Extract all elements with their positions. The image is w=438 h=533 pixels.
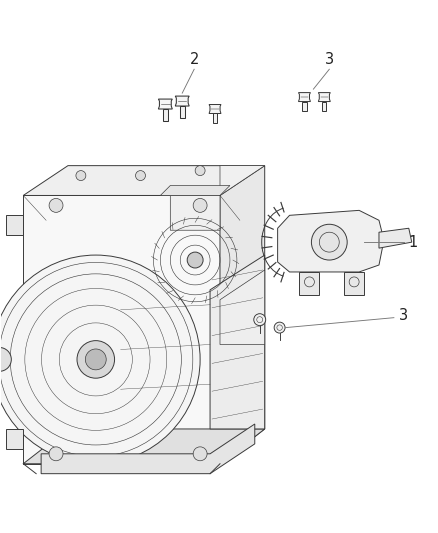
Circle shape xyxy=(193,198,207,212)
Circle shape xyxy=(254,314,266,326)
Text: 3: 3 xyxy=(399,308,408,323)
Circle shape xyxy=(195,166,205,175)
Polygon shape xyxy=(7,429,23,449)
Circle shape xyxy=(193,447,207,461)
Text: 3: 3 xyxy=(325,52,334,67)
Polygon shape xyxy=(379,228,412,248)
Polygon shape xyxy=(300,272,319,295)
Polygon shape xyxy=(163,109,168,121)
Circle shape xyxy=(76,171,86,181)
Text: 2: 2 xyxy=(190,52,199,67)
Polygon shape xyxy=(220,166,265,464)
Circle shape xyxy=(0,348,11,372)
Circle shape xyxy=(311,224,347,260)
Polygon shape xyxy=(209,104,221,114)
Polygon shape xyxy=(175,96,189,106)
Circle shape xyxy=(135,171,145,181)
Polygon shape xyxy=(322,102,326,111)
Polygon shape xyxy=(23,429,265,464)
Polygon shape xyxy=(160,185,230,196)
Polygon shape xyxy=(220,270,265,344)
Circle shape xyxy=(49,198,63,212)
Polygon shape xyxy=(159,99,172,109)
Circle shape xyxy=(77,341,115,378)
Circle shape xyxy=(85,349,106,370)
Polygon shape xyxy=(23,196,220,464)
Polygon shape xyxy=(210,255,265,429)
Polygon shape xyxy=(344,272,364,295)
Text: 1: 1 xyxy=(409,235,418,249)
Polygon shape xyxy=(278,211,384,272)
Polygon shape xyxy=(302,102,307,111)
Polygon shape xyxy=(213,114,217,124)
Polygon shape xyxy=(170,166,265,230)
Circle shape xyxy=(0,255,200,464)
Circle shape xyxy=(187,252,203,268)
Circle shape xyxy=(49,447,63,461)
Polygon shape xyxy=(180,106,185,118)
Polygon shape xyxy=(41,424,255,474)
Polygon shape xyxy=(298,93,311,102)
Polygon shape xyxy=(23,166,265,196)
Circle shape xyxy=(274,322,285,333)
Polygon shape xyxy=(318,93,330,102)
Polygon shape xyxy=(7,215,23,235)
